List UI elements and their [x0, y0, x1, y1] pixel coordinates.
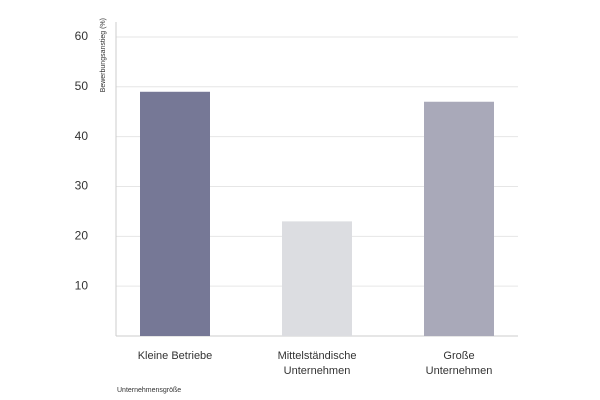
- bar: [282, 221, 352, 336]
- y-tick-label: 50: [75, 79, 89, 93]
- y-tick-label: 60: [75, 29, 89, 43]
- x-tick-label: Mittelständische Unternehmen: [278, 350, 357, 377]
- y-tick-label: 40: [75, 129, 89, 143]
- y-axis-label: Bewerbungsanstieg (%): [100, 18, 107, 92]
- bar: [140, 91, 210, 337]
- x-tick-label: Große Unternehmen: [426, 350, 493, 377]
- x-axis-label: Unternehmensgröße: [117, 387, 181, 394]
- y-tick-label: 20: [75, 228, 89, 242]
- bar: [424, 101, 494, 336]
- y-tick-label: 10: [75, 278, 89, 292]
- y-tick-label: 30: [75, 179, 89, 193]
- x-tick-label: Kleine Betriebe: [138, 350, 213, 362]
